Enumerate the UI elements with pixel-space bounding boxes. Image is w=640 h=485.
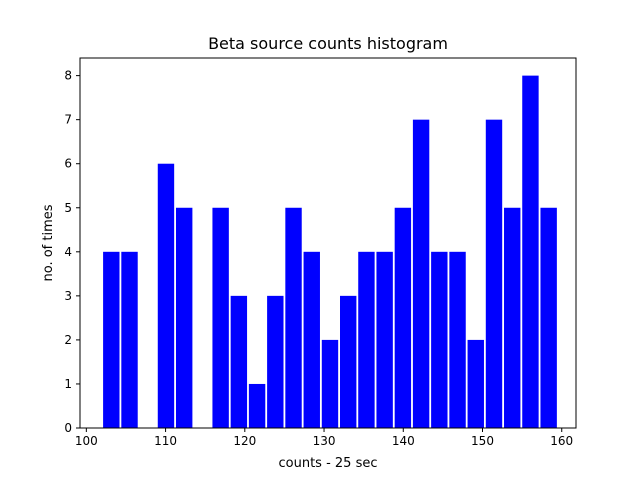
chart-title: Beta source counts histogram: [208, 34, 448, 53]
histogram-bar-13: [340, 295, 357, 428]
y-tick-label: 0: [64, 421, 72, 435]
histogram-bar-6: [212, 207, 229, 428]
histogram-bar-3: [157, 163, 175, 428]
histogram-bar-21: [485, 119, 503, 429]
histogram-bar-0: [103, 251, 120, 428]
histogram-bar-8: [248, 383, 266, 428]
bars-group: [103, 75, 557, 429]
y-tick-label: 5: [64, 201, 72, 215]
histogram-bar-15: [376, 251, 393, 428]
histogram-bar-19: [449, 251, 466, 428]
x-tick-label: 110: [154, 434, 177, 448]
y-axis-label: no. of times: [41, 204, 56, 281]
histogram-bar-14: [358, 251, 375, 428]
y-tick-label: 2: [64, 333, 72, 347]
histogram-bar-18: [431, 251, 448, 428]
histogram-bar-1: [121, 251, 138, 428]
histogram-bar-7: [230, 295, 248, 428]
histogram-bar-24: [540, 207, 557, 428]
x-tick-label: 150: [471, 434, 494, 448]
histogram-bar-9: [267, 295, 284, 428]
y-tick-label: 1: [64, 377, 72, 391]
histogram-bar-17: [412, 119, 430, 429]
histogram-bar-11: [303, 251, 320, 428]
x-tick-label: 140: [392, 434, 415, 448]
y-tick-label: 7: [64, 113, 72, 127]
histogram-bar-12: [321, 339, 339, 428]
x-tick-label: 160: [550, 434, 573, 448]
x-axis-ticks: 100 110 120 130 140 150 160: [75, 428, 573, 448]
y-axis-ticks: 0 1 2 3 4 5 6 7 8: [64, 69, 80, 435]
histogram-bar-20: [467, 339, 484, 428]
y-tick-label: 6: [64, 157, 72, 171]
y-tick-label: 3: [64, 289, 72, 303]
y-tick-label: 4: [64, 245, 72, 259]
x-tick-label: 100: [75, 434, 98, 448]
histogram-bar-22: [504, 207, 521, 428]
plot-frame: [79, 57, 577, 429]
y-tick-label: 8: [64, 69, 72, 83]
x-axis-label: counts - 25 sec: [279, 456, 378, 471]
histogram-bar-16: [394, 207, 412, 428]
histogram-bar-23: [522, 75, 539, 428]
x-tick-label: 130: [313, 434, 336, 448]
histogram-bar-4: [175, 207, 193, 428]
x-tick-label: 120: [233, 434, 256, 448]
histogram-bar-10: [285, 207, 302, 428]
